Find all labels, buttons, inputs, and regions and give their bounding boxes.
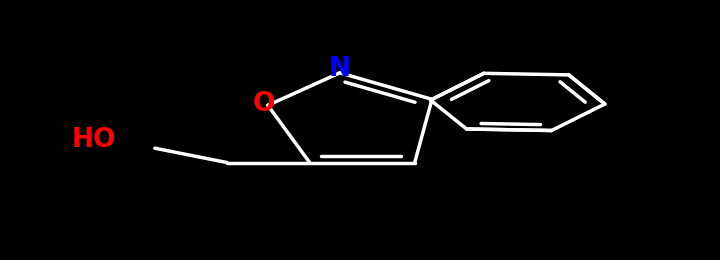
Text: O: O <box>253 91 276 117</box>
Text: N: N <box>329 56 351 82</box>
Text: HO: HO <box>71 127 116 153</box>
